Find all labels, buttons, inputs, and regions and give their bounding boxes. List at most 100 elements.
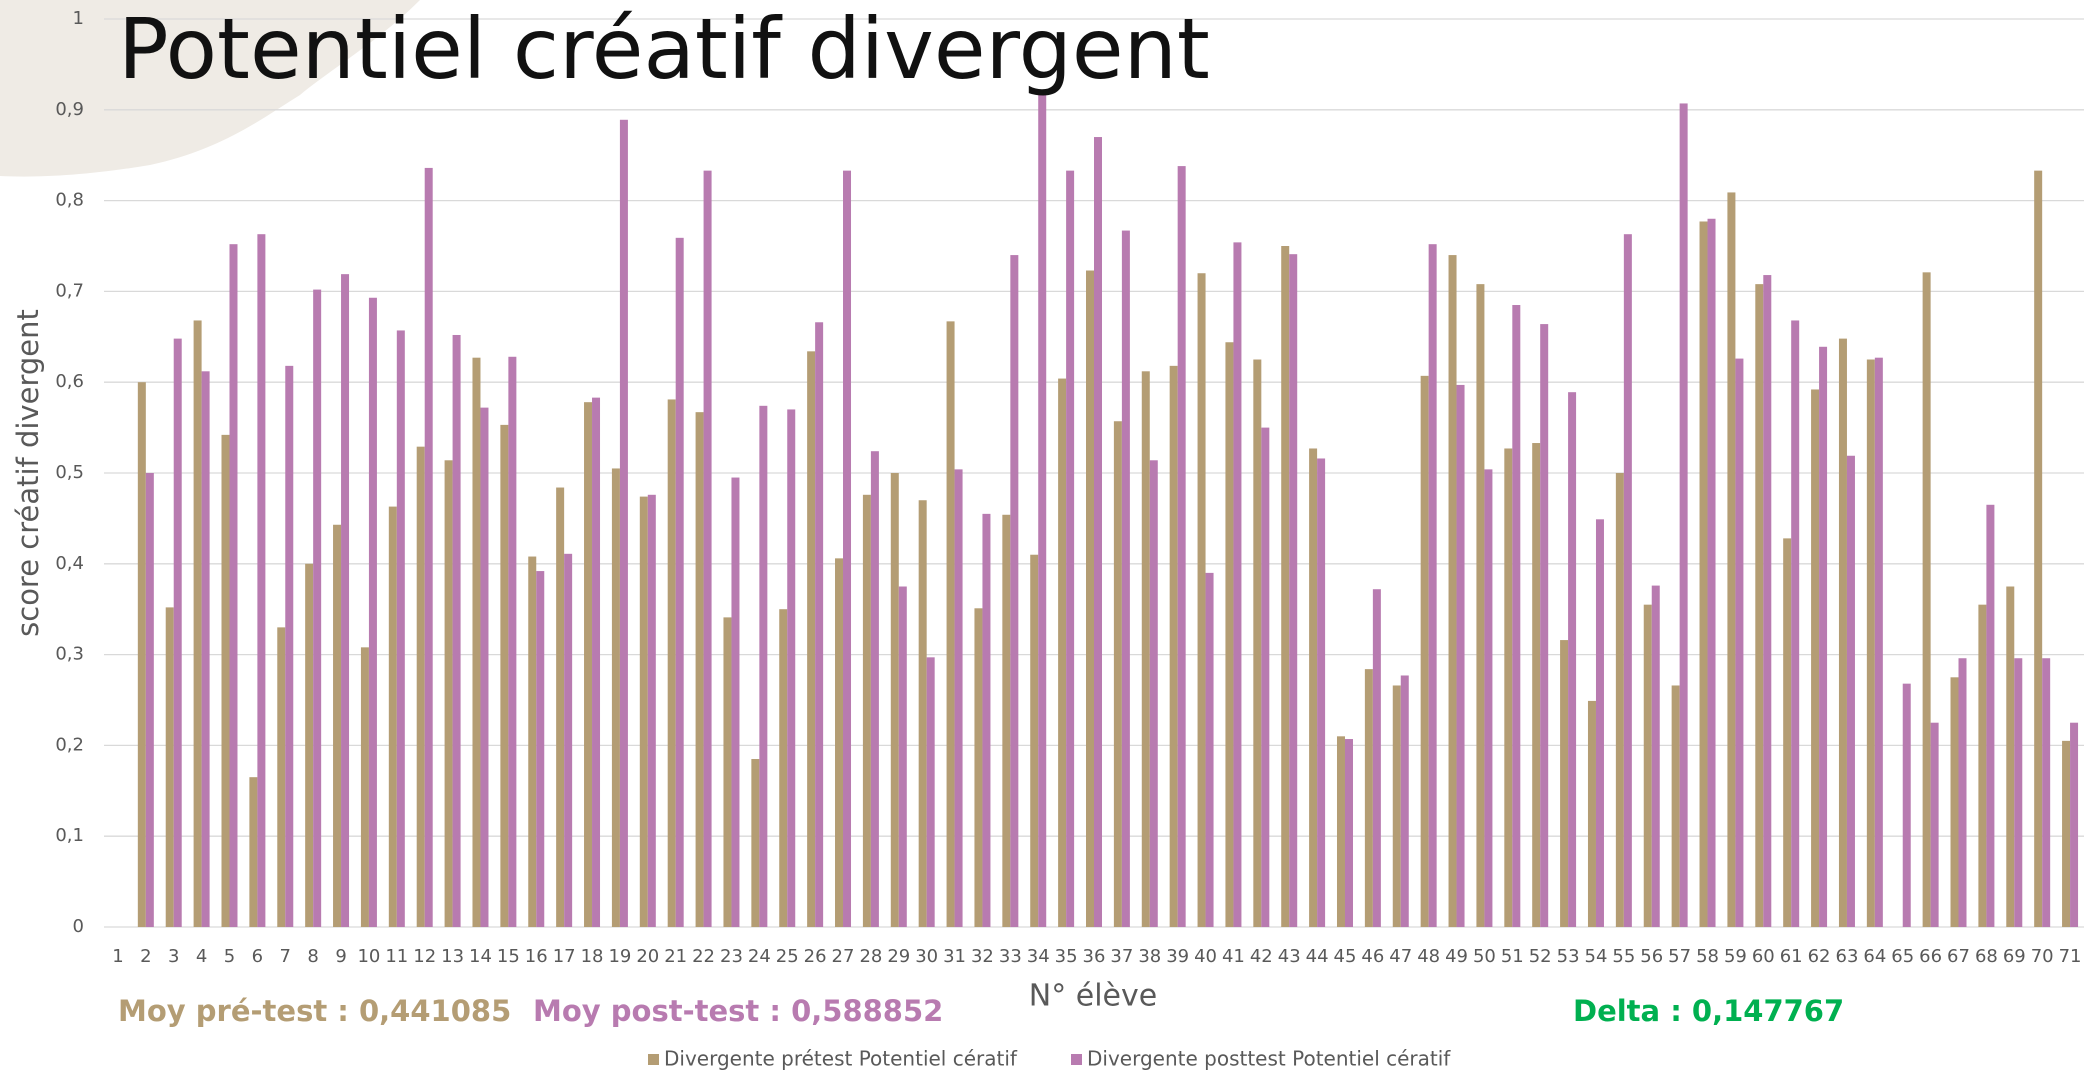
bar <box>361 647 369 927</box>
x-tick-label: 14 <box>469 946 492 967</box>
x-tick-label: 44 <box>1306 946 1329 967</box>
bar <box>863 495 871 927</box>
x-tick-label: 53 <box>1557 946 1580 967</box>
bar <box>445 460 453 927</box>
y-tick-label: 0,4 <box>55 553 84 574</box>
x-tick-label: 70 <box>2031 946 2054 967</box>
bar <box>500 425 508 927</box>
bar <box>1233 242 1241 927</box>
x-tick-label: 3 <box>168 946 179 967</box>
bar <box>704 171 712 927</box>
bar <box>1421 376 1429 927</box>
bar <box>1476 284 1484 927</box>
bar <box>927 657 935 927</box>
x-tick-label: 40 <box>1194 946 1217 967</box>
x-tick-label: 58 <box>1696 946 1719 967</box>
x-tick-label: 56 <box>1640 946 1663 967</box>
legend-swatch <box>1071 1054 1082 1065</box>
bar <box>249 777 257 927</box>
x-tick-label: 50 <box>1473 946 1496 967</box>
bar <box>174 339 182 927</box>
x-tick-label: 11 <box>385 946 408 967</box>
bar <box>1847 456 1855 927</box>
bar <box>1337 736 1345 927</box>
x-tick-label: 5 <box>224 946 235 967</box>
x-tick-label: 7 <box>280 946 291 967</box>
x-tick-label: 48 <box>1417 946 1440 967</box>
bar <box>612 468 620 927</box>
annotation: Delta : 0,147767 <box>1573 994 1844 1028</box>
bar <box>313 290 321 927</box>
x-tick-label: 47 <box>1389 946 1412 967</box>
bar <box>389 507 397 927</box>
bar <box>955 469 963 927</box>
bar <box>2070 723 2078 927</box>
bar <box>1978 605 1986 927</box>
bar <box>1588 701 1596 927</box>
bar <box>1951 677 1959 927</box>
bar <box>146 473 154 927</box>
bar <box>1616 473 1624 927</box>
x-tick-label: 67 <box>1947 946 1970 967</box>
bar <box>1811 389 1819 927</box>
bar <box>1700 221 1708 927</box>
y-axis-label: score créatif divergent <box>11 309 45 637</box>
bar <box>899 587 907 928</box>
x-tick-label: 43 <box>1278 946 1301 967</box>
x-tick-label: 31 <box>943 946 966 967</box>
x-tick-label: 24 <box>748 946 771 967</box>
x-tick-label: 34 <box>1027 946 1050 967</box>
bar <box>1066 171 1074 927</box>
bar <box>640 497 648 927</box>
bar <box>1086 271 1094 927</box>
bar <box>1457 385 1465 927</box>
annotation: Moy pré-test : 0,441085 <box>118 994 511 1028</box>
x-tick-label: 4 <box>196 946 207 967</box>
bar <box>1170 366 1178 927</box>
bar <box>807 351 815 927</box>
legend-label: Divergente prétest Potentiel cératif <box>664 1047 1018 1071</box>
bar <box>1560 640 1568 927</box>
bar <box>1002 515 1010 927</box>
legend-label: Divergente posttest Potentiel cératif <box>1087 1047 1451 1071</box>
bar <box>1393 685 1401 927</box>
x-tick-label: 9 <box>335 946 346 967</box>
x-tick-label: 65 <box>1891 946 1914 967</box>
x-tick-label: 57 <box>1668 946 1691 967</box>
y-tick-label: 0,5 <box>55 462 84 483</box>
bar <box>1484 469 1492 927</box>
x-tick-label: 2 <box>140 946 151 967</box>
bar <box>1317 458 1325 927</box>
x-tick-label: 64 <box>1863 946 1886 967</box>
bar <box>1225 342 1233 927</box>
x-tick-label: 29 <box>887 946 910 967</box>
bar <box>1365 669 1373 927</box>
bar <box>138 382 146 927</box>
y-tick-label: 0,3 <box>55 644 84 665</box>
bar <box>1178 166 1186 927</box>
bar <box>1122 231 1130 927</box>
bar <box>166 607 174 927</box>
bar <box>556 488 564 927</box>
y-tick-label: 0 <box>73 916 84 937</box>
x-tick-label: 35 <box>1055 946 1078 967</box>
bar <box>919 500 927 927</box>
x-tick-label: 26 <box>804 946 827 967</box>
bar <box>1289 254 1297 927</box>
bar <box>1596 519 1604 927</box>
bar <box>397 330 405 927</box>
x-tick-label: 20 <box>636 946 659 967</box>
bar <box>1142 371 1150 927</box>
bar <box>751 759 759 927</box>
bar <box>2034 171 2042 927</box>
x-tick-label: 30 <box>915 946 938 967</box>
bar <box>1373 589 1381 927</box>
bar <box>1680 103 1688 927</box>
bar <box>1735 359 1743 927</box>
x-tick-label: 55 <box>1612 946 1635 967</box>
x-tick-label: 15 <box>497 946 520 967</box>
x-tick-label: 18 <box>581 946 604 967</box>
bar <box>194 320 202 927</box>
x-tick-label: 60 <box>1752 946 1775 967</box>
bar <box>1568 392 1576 927</box>
